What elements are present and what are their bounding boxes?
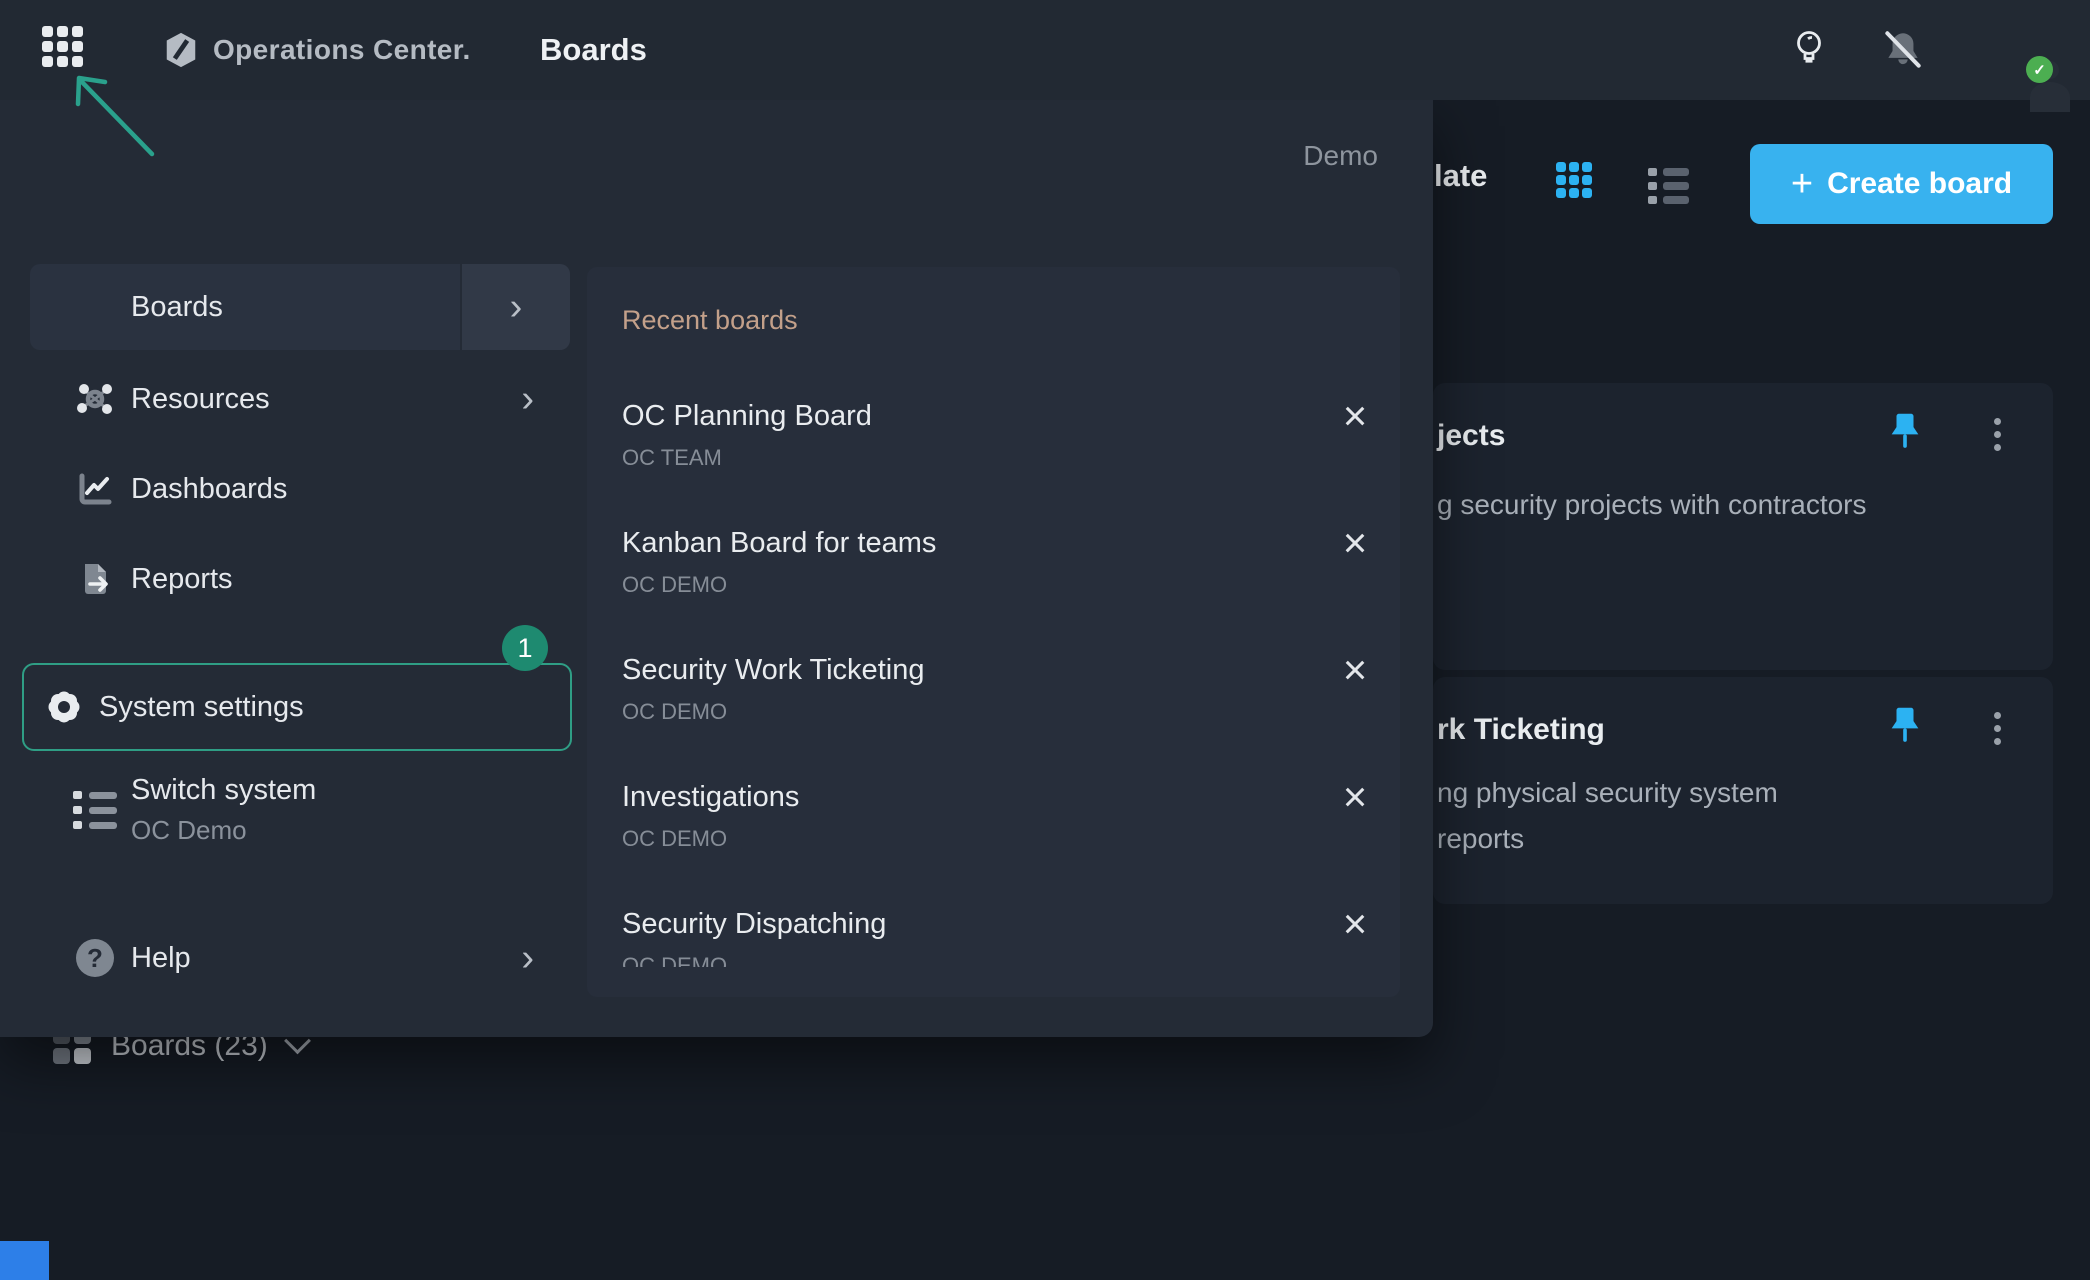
notification-count-badge: 1 bbox=[502, 625, 548, 671]
help-icon: ? bbox=[76, 939, 114, 977]
recent-boards-submenu: Recent boards OC Planning Board OC TEAM … bbox=[587, 267, 1400, 997]
recent-board-subtitle: OC DEMO bbox=[622, 699, 728, 724]
lightbulb-icon bbox=[1797, 31, 1821, 63]
nav-item-switch-system[interactable]: Switch system OC Demo bbox=[30, 755, 570, 865]
corner-highlight-bar bbox=[0, 1241, 49, 1280]
template-section-heading-fragment: late bbox=[1434, 158, 1488, 193]
apps-grid-icon bbox=[42, 26, 53, 37]
list-view-toggle[interactable] bbox=[1648, 168, 1692, 204]
recent-board-item[interactable]: Investigations OC DEMO bbox=[622, 776, 1312, 854]
pin-icon[interactable] bbox=[1885, 701, 1925, 753]
recent-board-title: Security Dispatching bbox=[622, 908, 887, 940]
close-icon[interactable]: × bbox=[1332, 773, 1378, 821]
top-bar: Operations Center. Boards ✓ bbox=[0, 0, 2090, 112]
notifications-muted-button[interactable] bbox=[1880, 27, 1926, 73]
apps-grid-button[interactable] bbox=[42, 26, 88, 72]
board-card-description: reports bbox=[1437, 823, 1525, 854]
board-card-description: ng physical security system bbox=[1437, 777, 1778, 808]
nav-item-help[interactable]: ? Help › bbox=[30, 915, 570, 1001]
board-card[interactable]: jects g security projects with contracto… bbox=[1433, 383, 2053, 670]
chevron-right-icon: › bbox=[521, 378, 534, 420]
recent-board-item[interactable]: Security Dispatching OC DEMO bbox=[622, 903, 1312, 967]
bell-muted-icon bbox=[1885, 31, 1921, 68]
close-icon[interactable]: × bbox=[1332, 519, 1378, 567]
chevron-right-icon: › bbox=[509, 286, 523, 328]
grid-view-toggle[interactable] bbox=[1556, 162, 1596, 202]
board-card-title: jects bbox=[1437, 419, 1506, 452]
recent-board-title: Investigations bbox=[622, 781, 800, 813]
close-icon[interactable]: × bbox=[1332, 646, 1378, 694]
recent-boards-heading: Recent boards bbox=[622, 305, 798, 335]
user-avatar[interactable]: ✓ bbox=[1990, 20, 2070, 112]
pin-icon[interactable] bbox=[1885, 407, 1925, 459]
board-card-description: g security projects with contractors bbox=[1437, 489, 1867, 520]
recent-board-subtitle: OC DEMO bbox=[622, 826, 728, 851]
recent-board-subtitle: OC DEMO bbox=[622, 572, 728, 597]
recent-board-subtitle: OC TEAM bbox=[622, 445, 722, 470]
recent-board-title: OC Planning Board bbox=[622, 400, 872, 432]
recent-board-item[interactable]: OC Planning Board OC TEAM bbox=[622, 395, 1312, 473]
page-title: Boards bbox=[540, 32, 647, 67]
resources-icon bbox=[75, 379, 115, 419]
board-card[interactable]: rk Ticketing ng physical security system… bbox=[1433, 677, 2053, 904]
reports-icon bbox=[75, 559, 115, 599]
main-navigation-panel: Demo Boards › Resources › Dashboards Rep… bbox=[0, 100, 1433, 1037]
app-logo: Operations Center. bbox=[162, 31, 471, 69]
create-board-button[interactable]: + Create board bbox=[1750, 144, 2053, 224]
recent-board-title: Kanban Board for teams bbox=[622, 527, 937, 559]
system-name-label: Demo bbox=[1303, 140, 1378, 171]
logo-icon bbox=[166, 32, 196, 68]
plus-icon: + bbox=[1790, 163, 1814, 205]
close-icon[interactable]: × bbox=[1332, 900, 1378, 948]
close-icon[interactable]: × bbox=[1332, 392, 1378, 440]
recent-board-item[interactable]: Security Work Ticketing OC DEMO bbox=[622, 649, 1312, 727]
boards-expand-chevron[interactable]: › bbox=[460, 264, 570, 350]
brand-name: Operations Center. bbox=[213, 34, 471, 65]
kebab-menu-icon[interactable] bbox=[1979, 411, 2015, 457]
recent-board-title: Security Work Ticketing bbox=[622, 654, 925, 686]
list-view-icon bbox=[1648, 168, 1692, 176]
nav-item-reports[interactable]: Reports bbox=[30, 536, 570, 622]
status-online-badge: ✓ bbox=[2026, 56, 2053, 83]
nav-item-system-settings[interactable]: System settings bbox=[22, 663, 572, 751]
tips-button[interactable] bbox=[1786, 27, 1832, 73]
dashboards-icon bbox=[75, 469, 115, 509]
kebab-menu-icon[interactable] bbox=[1979, 705, 2015, 751]
switch-system-icon bbox=[73, 790, 117, 830]
recent-board-subtitle: OC DEMO bbox=[622, 953, 728, 967]
current-system-label: OC Demo bbox=[131, 815, 247, 845]
chevron-right-icon: › bbox=[521, 937, 534, 979]
grid-view-icon bbox=[1556, 162, 1566, 172]
nav-item-boards[interactable]: Boards › bbox=[30, 264, 570, 350]
board-card-title: rk Ticketing bbox=[1437, 713, 1605, 746]
recent-board-item[interactable]: Kanban Board for teams OC DEMO bbox=[622, 522, 1312, 600]
gear-icon bbox=[45, 688, 83, 726]
boards-icon bbox=[75, 287, 115, 327]
nav-item-resources[interactable]: Resources › bbox=[30, 356, 570, 442]
nav-item-dashboards[interactable]: Dashboards bbox=[30, 446, 570, 532]
